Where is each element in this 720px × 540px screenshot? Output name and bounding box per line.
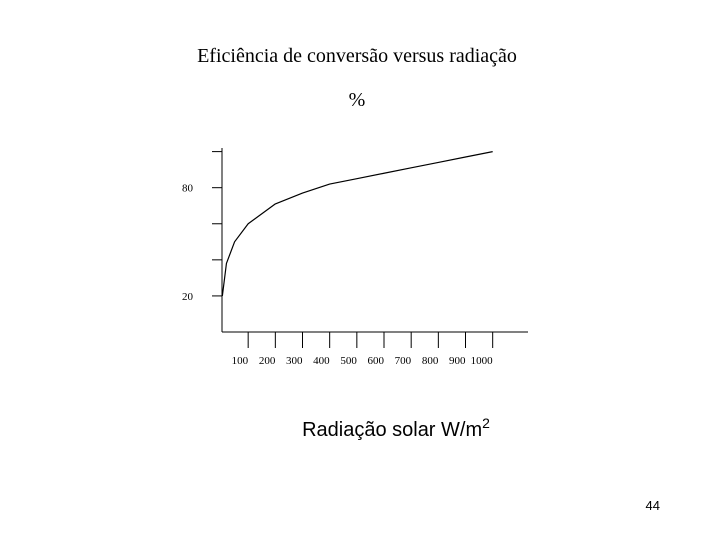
y-tick-label: 20 [182,291,194,303]
x-tick-label: 300 [286,355,303,367]
x-axis-label: Radiação solar W/m2 [302,415,490,441]
page-number: 44 [646,498,660,513]
y-tick-label: 80 [182,183,194,195]
y-axis-label: % [349,89,366,111]
x-tick-label: 800 [422,355,439,367]
x-tick-label: 200 [259,355,276,367]
x-tick-label: 500 [340,355,357,367]
x-tick-label: 400 [313,355,330,367]
x-tick-label: 1000 [471,355,494,367]
chart-title: Eficiência de conversão versus radiação [197,45,517,67]
x-tick-label: 700 [395,355,412,367]
line [221,151,493,296]
x-tick-label: 600 [368,355,385,367]
x-tick-label: 900 [449,355,466,367]
x-axis-label-superscript: 2 [482,415,490,431]
x-tick-label: 100 [232,355,249,367]
x-axis-label-text: Radiação solar W/m [302,419,482,441]
